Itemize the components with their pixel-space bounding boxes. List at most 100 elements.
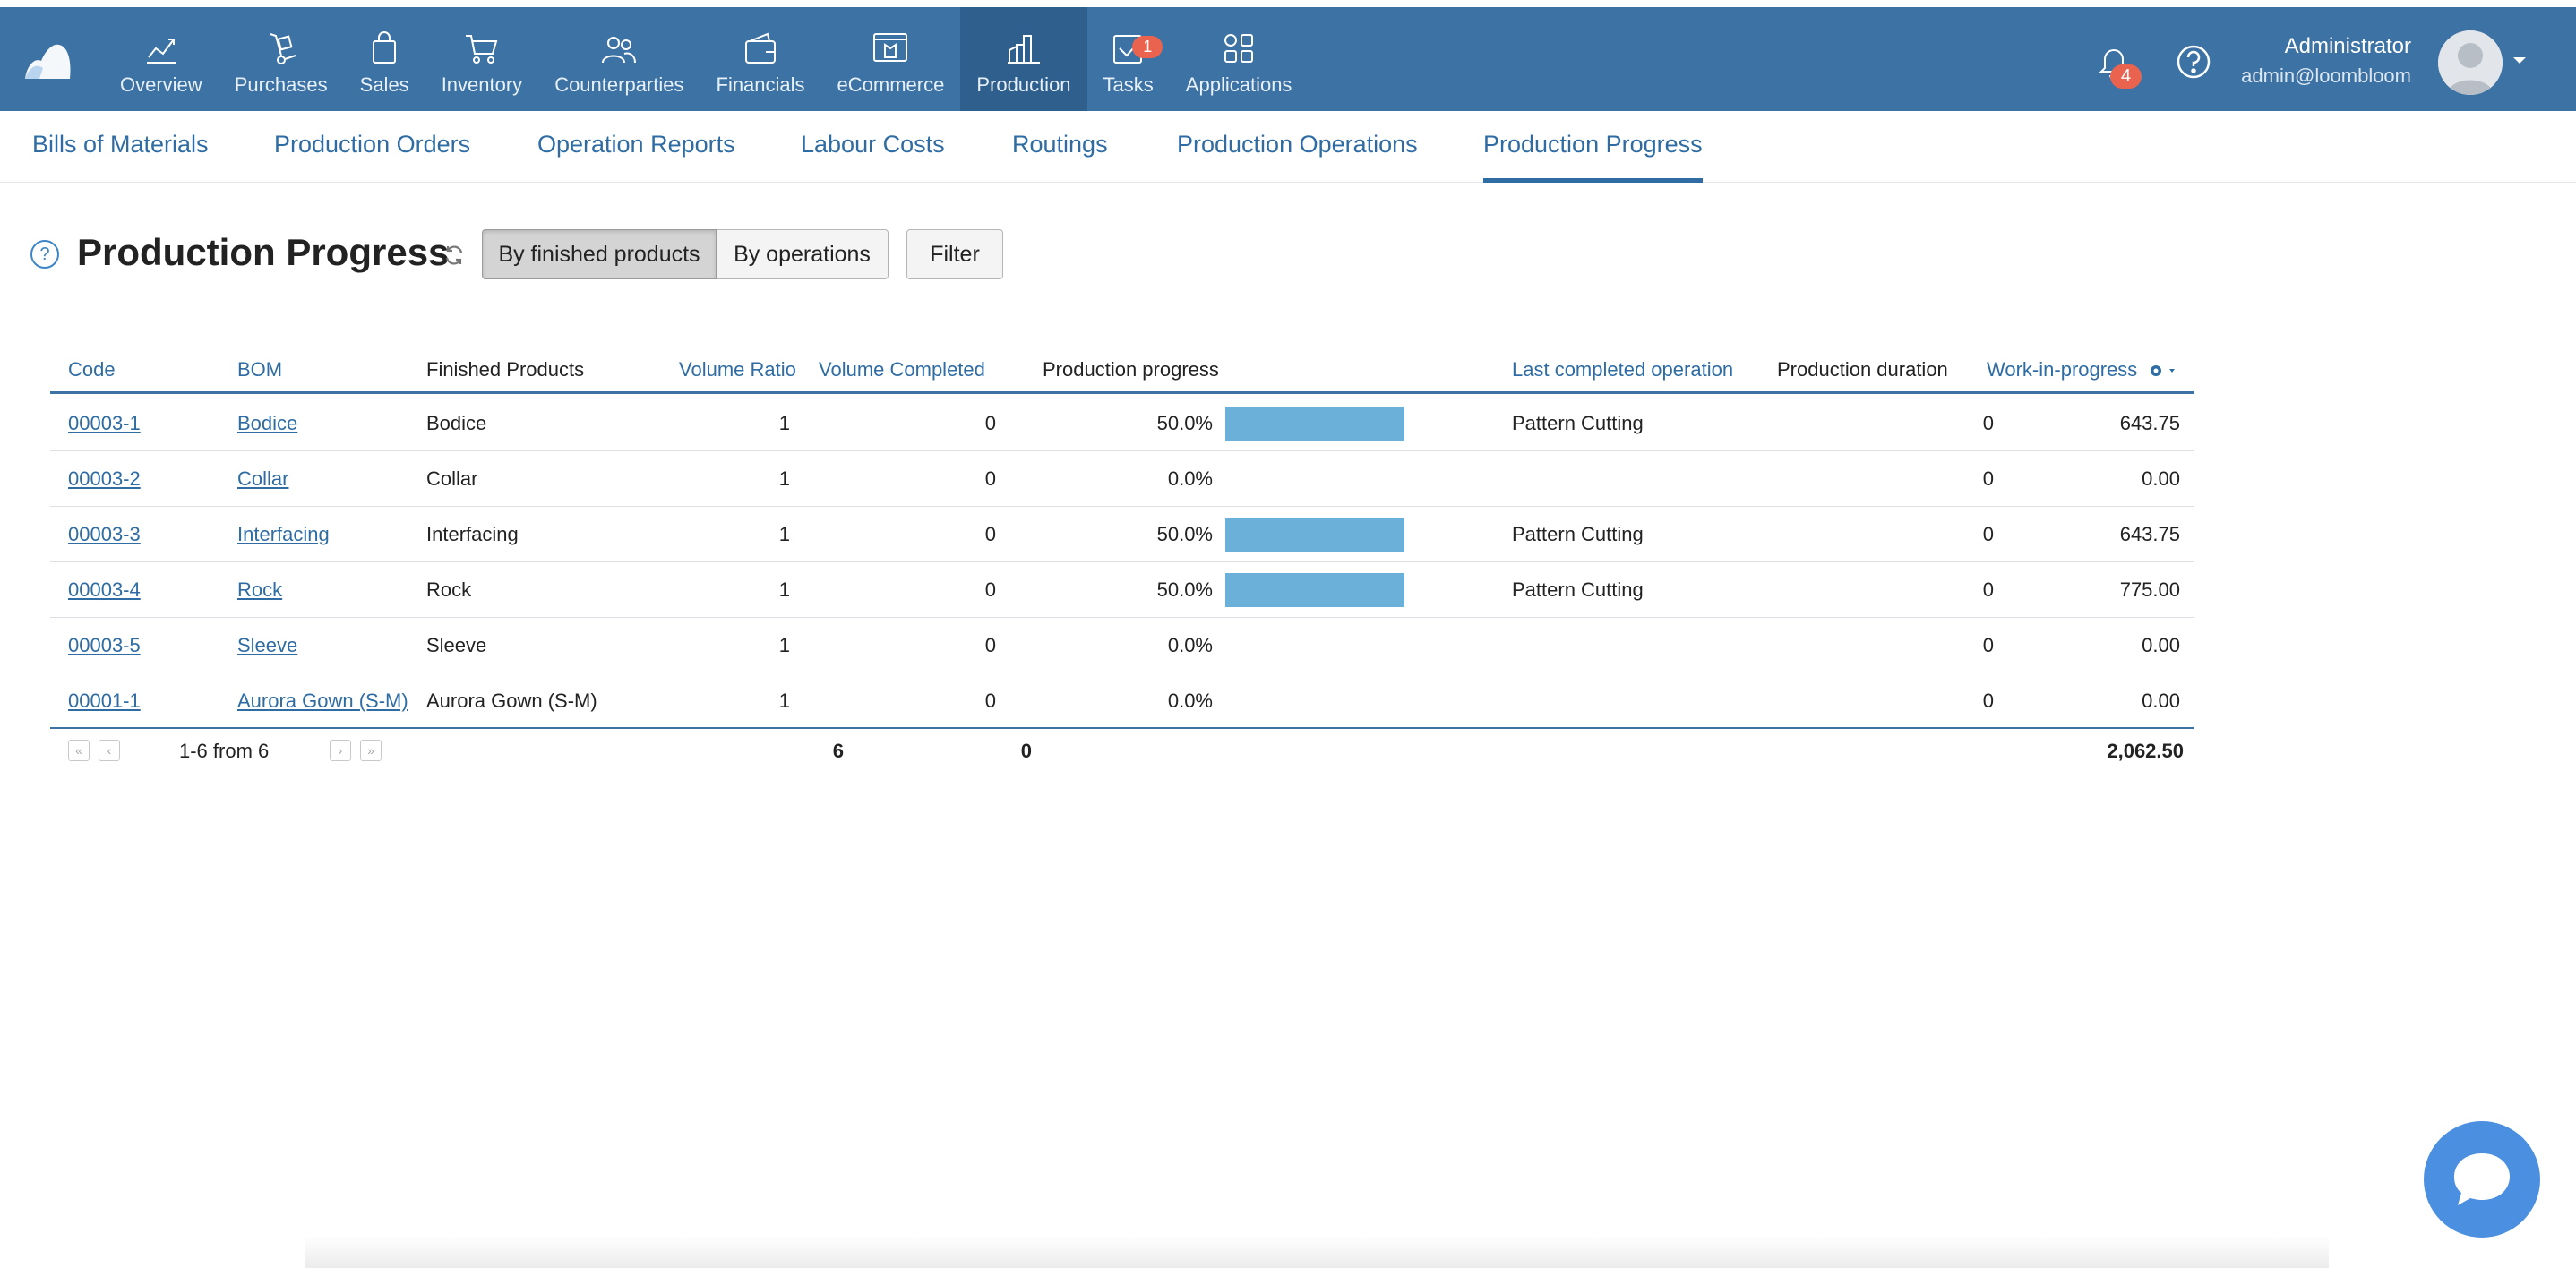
top-navigation-bar: Overview Purchases Sales Inventory Count… [0, 7, 2576, 111]
row-production-duration: 0 [1982, 634, 1994, 656]
col-production-duration: Production duration [1777, 358, 1948, 381]
row-progress-percent: 0.0% [1167, 634, 1213, 656]
col-volume-ratio[interactable]: Volume Ratio [679, 358, 796, 381]
nav-applications[interactable]: Applications [1170, 7, 1309, 111]
row-volume-completed: 0 [984, 690, 996, 712]
row-last-operation: Pattern Cutting [1512, 412, 1644, 434]
row-volume-completed: 0 [984, 523, 996, 545]
user-name[interactable]: Administrator [2284, 34, 2411, 58]
row-code-link[interactable]: 00003-3 [68, 523, 141, 545]
row-bom-link[interactable]: Collar [237, 467, 289, 490]
subnav-operation-reports[interactable]: Operation Reports [537, 131, 735, 158]
nav-sales[interactable]: Sales [344, 7, 425, 111]
app-logo-icon[interactable] [21, 34, 75, 88]
prev-page-icon[interactable]: ‹ [99, 740, 120, 761]
row-progress-percent: 0.0% [1167, 467, 1213, 490]
row-progress-bar [1225, 518, 1404, 552]
nav-overview[interactable]: Overview [104, 7, 219, 111]
main-nav: Overview Purchases Sales Inventory Count… [104, 7, 1308, 111]
row-bom-link[interactable]: Interfacing [237, 523, 330, 545]
row-production-duration: 0 [1982, 578, 1994, 601]
row-bom-link[interactable]: Bodice [237, 412, 298, 434]
row-code-link[interactable]: 00003-2 [68, 467, 141, 490]
next-page-icon[interactable]: › [330, 740, 351, 761]
apps-grid-icon [1224, 34, 1254, 63]
row-volume-completed: 0 [984, 578, 996, 601]
row-bom-link[interactable]: Sleeve [237, 634, 298, 656]
nav-inventory-label: Inventory [441, 73, 523, 96]
col-production-progress: Production progress [1043, 358, 1219, 381]
nav-production-label: Production [976, 73, 1071, 96]
col-bom[interactable]: BOM [237, 358, 283, 381]
row-code-link[interactable]: 00001-1 [68, 690, 141, 712]
avatar-person-icon [2438, 30, 2503, 95]
nav-purchases[interactable]: Purchases [219, 7, 344, 111]
row-volume-completed: 0 [984, 467, 996, 490]
factory-icon [1007, 35, 1040, 64]
nav-ecommerce[interactable]: eCommerce [821, 7, 961, 111]
subnav-bills-of-materials[interactable]: Bills of Materials [32, 131, 209, 158]
help-icon[interactable] [2175, 43, 2212, 81]
row-volume-ratio: 1 [778, 634, 790, 656]
table-row: 00003-1 Bodice Bodice 1 0 50.0% Pattern Cuttin… [50, 396, 2194, 451]
nav-tasks[interactable]: Tasks 1 [1087, 7, 1170, 111]
table-header: Code BOM Finished Products Volume Ratio … [50, 351, 2194, 394]
row-last-operation: Pattern Cutting [1512, 523, 1644, 545]
filter-button[interactable]: Filter [906, 229, 1003, 279]
row-bom-link[interactable]: Aurora Gown (S-M) [237, 690, 408, 712]
bottom-shadow [305, 1236, 2329, 1268]
table-row: 00003-2 Collar Collar 1 0 0.0% 0 0.00 [50, 451, 2194, 507]
chat-bubble-icon [2454, 1153, 2510, 1205]
row-work-in-progress: 643.75 [2119, 412, 2180, 434]
row-finished-product: Interfacing [426, 523, 519, 545]
total-work-in-progress: 2,062.50 [2107, 740, 2184, 762]
subnav-production-orders[interactable]: Production Orders [274, 131, 471, 158]
nav-inventory[interactable]: Inventory [425, 7, 539, 111]
col-code[interactable]: Code [68, 358, 116, 381]
row-volume-ratio: 1 [778, 523, 790, 545]
row-volume-ratio: 1 [778, 412, 790, 434]
refresh-icon[interactable] [442, 244, 466, 267]
row-finished-product: Aurora Gown (S-M) [426, 690, 597, 712]
row-code-link[interactable]: 00003-1 [68, 412, 141, 434]
row-work-in-progress: 0.00 [2142, 634, 2180, 656]
chat-button[interactable] [2424, 1121, 2540, 1238]
page-help-icon[interactable]: ? [30, 240, 59, 269]
table-row: 00003-4 Rock Rock 1 0 50.0% Pattern Cutting 0 77… [50, 562, 2194, 618]
row-volume-completed: 0 [984, 634, 996, 656]
row-code-link[interactable]: 00003-4 [68, 578, 141, 601]
subnav-routings[interactable]: Routings [1012, 131, 1108, 158]
row-last-operation: Pattern Cutting [1512, 578, 1644, 601]
table-row: 00003-3 Interfacing Interfacing 1 0 50.0% Patt… [50, 507, 2194, 562]
row-finished-product: Bodice [426, 412, 487, 434]
col-volume-completed[interactable]: Volume Completed [819, 358, 985, 381]
user-menu-caret-icon[interactable] [2513, 57, 2526, 64]
nav-financials[interactable]: Financials [700, 7, 821, 111]
col-last-completed-operation[interactable]: Last completed operation [1512, 358, 1734, 381]
table-row: 00003-5 Sleeve Sleeve 1 0 0.0% 0 0.00 [50, 618, 2194, 673]
avatar[interactable] [2438, 30, 2503, 95]
by-finished-products-button[interactable]: By finished products [482, 229, 717, 279]
subnav-labour-costs[interactable]: Labour Costs [801, 131, 945, 158]
first-page-icon[interactable]: « [68, 740, 90, 761]
row-code-link[interactable]: 00003-5 [68, 634, 141, 656]
row-work-in-progress: 0.00 [2142, 690, 2180, 712]
nav-production[interactable]: Production [960, 7, 1087, 111]
row-progress-percent: 50.0% [1156, 412, 1213, 434]
table-footer: « ‹ 1-6 from 6 › » 6 0 2,062.50 [50, 727, 2194, 770]
row-bom-link[interactable]: Rock [237, 578, 283, 601]
subnav-production-operations[interactable]: Production Operations [1177, 131, 1418, 158]
nav-purchases-label: Purchases [234, 73, 328, 96]
nav-sales-label: Sales [359, 73, 409, 96]
row-progress-bar [1225, 407, 1404, 441]
table-row: 00001-1 Aurora Gown (S-M) Aurora Gown (S-M… [50, 673, 2194, 729]
subnav-production-progress[interactable]: Production Progress [1483, 131, 1703, 183]
col-work-in-progress[interactable]: Work-in-progress [1987, 358, 2138, 381]
nav-counterparties[interactable]: Counterparties [538, 7, 700, 111]
row-production-duration: 0 [1982, 523, 1994, 545]
row-finished-product: Sleeve [426, 634, 487, 656]
last-page-icon[interactable]: » [360, 740, 382, 761]
column-settings-gear-icon[interactable] [2148, 362, 2178, 380]
by-operations-button[interactable]: By operations [717, 229, 889, 279]
row-production-duration: 0 [1982, 412, 1994, 434]
